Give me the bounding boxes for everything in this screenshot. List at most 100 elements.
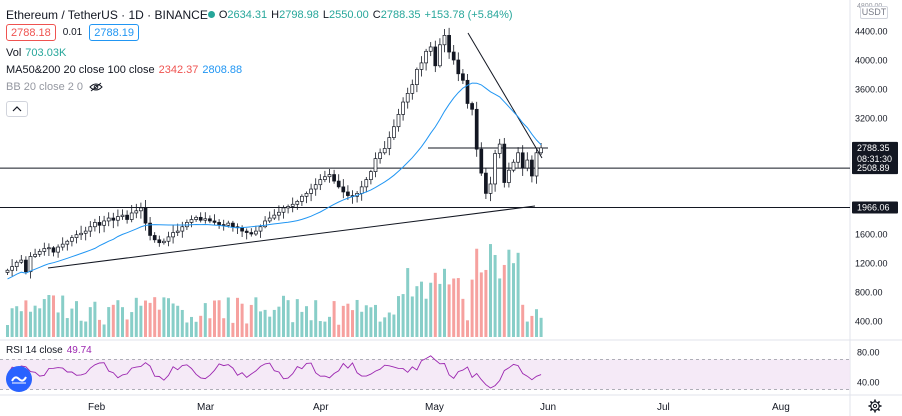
candle	[488, 176, 493, 202]
candle	[74, 230, 79, 244]
candle	[318, 174, 323, 191]
bb-label: BB 20 close 2 0	[6, 80, 84, 93]
volume-bar	[134, 297, 138, 337]
volume-bar	[447, 284, 451, 337]
volume-bar	[286, 300, 290, 337]
collapse-legend-button[interactable]	[6, 101, 28, 117]
volume-bar	[466, 320, 469, 337]
volume-bar	[148, 302, 152, 337]
close-value: 2788.35	[380, 8, 421, 21]
volume-bar	[240, 303, 244, 337]
ma-value-2: 2808.88	[202, 63, 243, 76]
volume-bar	[406, 268, 410, 337]
rsi-legend[interactable]: RSI 14 close 49.74	[6, 345, 92, 356]
price-axis[interactable]: 4400.00 4000.00 3600.00 3200.00 1600.00 1200.…	[852, 3, 898, 388]
volume-bar	[438, 283, 442, 337]
candle	[152, 232, 157, 243]
change-value: +153.78 (+5.84%)	[424, 8, 513, 21]
candle	[129, 205, 134, 223]
candle	[175, 223, 180, 236]
volume-bar	[203, 303, 207, 337]
volume-bar	[410, 296, 414, 337]
candle	[290, 197, 295, 213]
price-tick-label: 400.00	[855, 317, 883, 327]
candle	[387, 131, 392, 156]
descending-trendline[interactable]	[467, 32, 543, 159]
candle	[157, 235, 162, 247]
candle	[244, 228, 249, 240]
trendlines[interactable]	[47, 32, 548, 269]
candle	[102, 215, 106, 233]
candle	[382, 141, 387, 155]
price-marker-label: 1966.06	[857, 202, 890, 212]
candle	[479, 142, 484, 176]
price-tick-label: 1200.00	[855, 259, 888, 269]
volume-bar	[272, 309, 276, 337]
volume-bar	[98, 319, 101, 337]
volume-bar	[144, 300, 147, 337]
candle	[83, 226, 88, 241]
volume-bar	[433, 272, 437, 337]
price-marker-label: 2788.35	[857, 143, 890, 153]
symbol-title[interactable]: Ethereum / TetherUS · 1D · BINANCE	[6, 7, 208, 22]
volume-bar	[530, 315, 534, 337]
volume-indicator-legend[interactable]: Vol 703.03K	[6, 44, 513, 61]
volume-bar	[125, 319, 129, 337]
volume-bar	[121, 307, 124, 337]
symbol-row: Ethereum / TetherUS · 1D · BINANCE O 2634…	[6, 6, 513, 23]
price-tick-label: 4000.00	[855, 56, 888, 66]
volume-bar	[139, 305, 143, 337]
currency-badge[interactable]: USDT	[860, 6, 888, 19]
volume-bar	[323, 321, 327, 337]
candle	[60, 237, 65, 251]
chart-legend: Ethereum / TetherUS · 1D · BINANCE O 2634…	[6, 6, 513, 95]
price-tick-label: 800.00	[855, 288, 883, 298]
tradingview-logo[interactable]	[6, 366, 32, 392]
volume-bar	[15, 306, 19, 337]
time-axis[interactable]: Feb Mar Apr May Jun Jul Aug	[88, 402, 790, 413]
high-value: 2798.98	[279, 8, 319, 21]
candle	[461, 68, 465, 84]
eye-hidden-icon[interactable]	[89, 82, 103, 92]
volume-bar	[309, 320, 313, 337]
time-tick-label: Apr	[313, 402, 329, 413]
ma-value-1: 2342.37	[158, 63, 199, 76]
volume-bar	[498, 278, 502, 337]
ascending-trendline[interactable]	[47, 205, 536, 269]
volume-label: Vol	[6, 46, 22, 59]
volume-bar	[364, 305, 368, 337]
candle	[217, 219, 221, 229]
sell-price-button[interactable]: 2788.18	[6, 24, 56, 41]
volume-bar	[443, 268, 446, 337]
buy-price-button[interactable]: 2788.19	[89, 24, 139, 41]
volume-bar	[171, 303, 175, 337]
volume-bar	[397, 296, 400, 337]
quote-row: 2788.18 0.01 2788.19	[6, 24, 513, 41]
volume-bar	[516, 252, 520, 337]
rsi-tick-label: 40.00	[857, 378, 880, 388]
line-price-marker: 1966.06	[852, 201, 898, 214]
candle	[474, 101, 479, 157]
price-tick-label: 4400.00	[855, 27, 888, 37]
volume-bar	[24, 300, 28, 337]
volume-bar	[484, 269, 488, 337]
candle	[442, 28, 447, 53]
moving-average-line	[7, 82, 542, 280]
time-tick-label: Mar	[197, 402, 215, 413]
volume-bar	[401, 294, 405, 337]
horizontal-lines[interactable]	[0, 167, 850, 208]
ma-indicator-legend[interactable]: MA50&200 20 close 100 close 2342.37 2808…	[6, 61, 513, 78]
rsi-label: RSI 14 close	[6, 345, 63, 356]
volume-bar	[369, 307, 373, 337]
candle	[93, 218, 97, 232]
candle	[465, 74, 470, 109]
candle	[364, 176, 369, 193]
settings-gear-icon[interactable]	[868, 399, 882, 413]
market-status-icon	[207, 11, 215, 18]
bb-indicator-legend[interactable]: BB 20 close 2 0	[6, 78, 513, 95]
candle	[33, 248, 37, 258]
volume-bar	[19, 311, 23, 337]
volume-bar	[263, 309, 267, 337]
volume-bar	[493, 255, 497, 337]
